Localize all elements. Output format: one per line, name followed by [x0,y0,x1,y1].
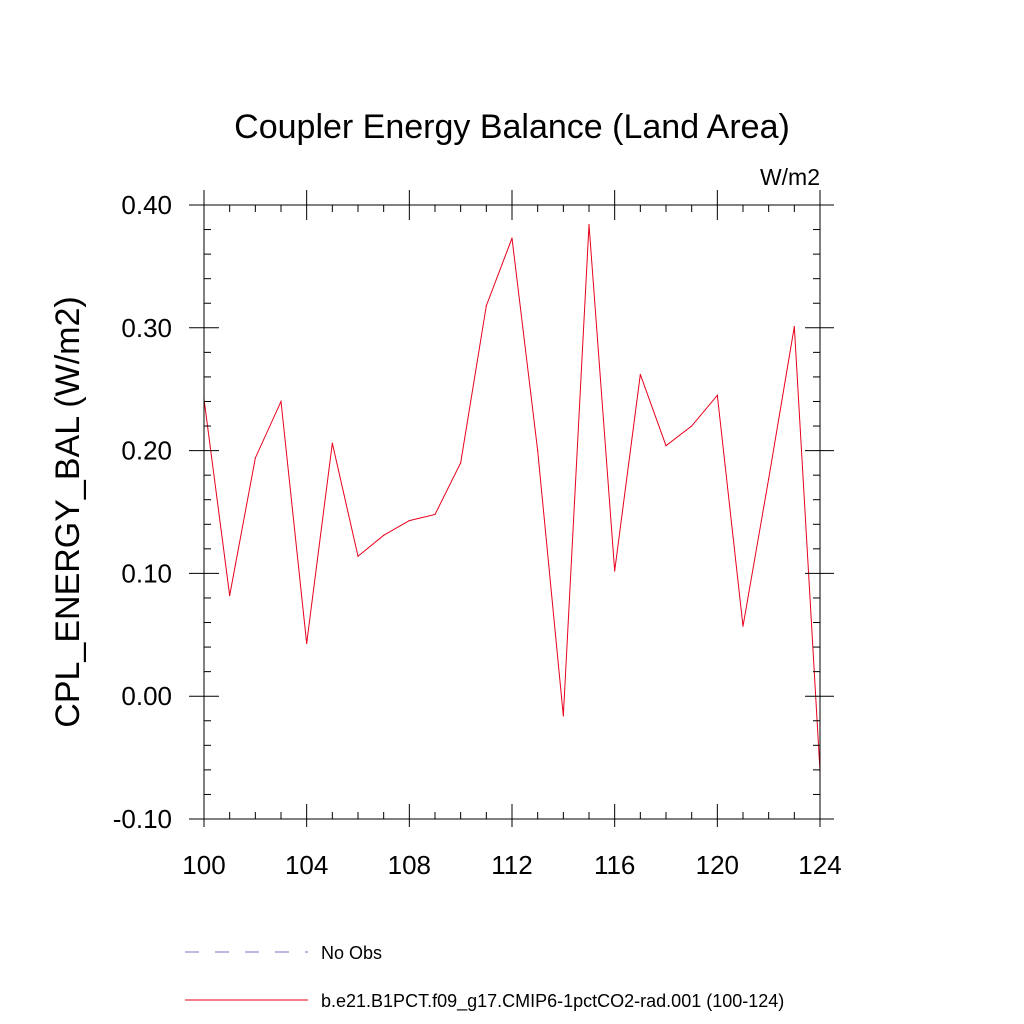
legend-label-0: No Obs [321,943,382,963]
data-point [460,462,462,464]
data-point [306,642,308,644]
legend-label-1: b.e21.B1PCT.f09_g17.CMIP6-1pctCO2-rad.00… [321,991,784,1012]
x-tick-label: 120 [696,850,739,880]
data-point [254,457,256,459]
y-tick-label: 0.00 [121,681,172,711]
data-point [383,534,385,536]
data-point [665,445,667,447]
x-axis: 100 104 108 112 116 120 124 [182,190,842,880]
series-line-1 [203,224,821,772]
x-tick-label: 108 [388,850,431,880]
y-axis: -0.10 0.00 0.10 0.20 0.30 0.40 [113,190,834,834]
y-axis-label: CPL_ENERGY_BAL (W/m2) [49,296,87,727]
data-point [562,715,564,717]
data-point [357,555,359,557]
data-point [793,325,795,328]
x-tick-label: 104 [285,850,328,880]
data-point [768,478,770,480]
y-tick-label: 0.20 [121,436,172,466]
data-point [614,570,616,572]
y-tick-label: 0.40 [121,190,172,220]
data-point [408,519,410,522]
x-tick-label: 112 [491,850,532,880]
x-tick-label: 124 [798,850,841,880]
data-point [280,400,282,403]
data-point [691,425,693,427]
plot-area [203,224,821,772]
data-point [537,450,539,452]
data-point [485,305,487,307]
x-tick-label: 100 [182,850,225,880]
data-point [588,224,590,226]
data-point [716,394,718,396]
y-tick-label: -0.10 [113,804,172,834]
data-point [742,625,744,627]
chart-title: Coupler Energy Balance (Land Area) [234,108,790,146]
plot-frame [203,204,821,820]
data-point [511,237,513,239]
units-label: W/m2 [760,164,820,190]
legend: No Obs b.e21.B1PCT.f09_g17.CMIP6-1pctCO2-… [185,943,784,1012]
data-point [229,594,231,597]
data-point [331,442,333,444]
y-tick-label: 0.30 [121,313,172,343]
data-point [639,373,641,376]
y-tick-label: 0.10 [121,558,172,588]
x-tick-label: 116 [594,850,635,880]
data-point [434,513,436,516]
